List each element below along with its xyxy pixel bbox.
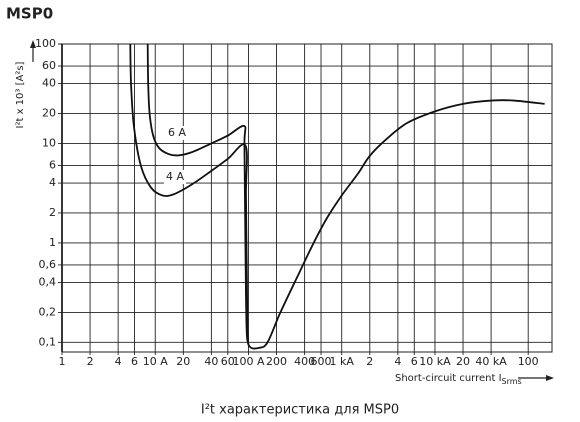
y-tick-label: 0,2 xyxy=(39,305,57,318)
x-tick-label: 2 xyxy=(87,355,94,368)
x-tick-label: 40 kA xyxy=(475,355,507,368)
x-tick-label: 40 xyxy=(204,355,218,368)
y-tick-label: 100 xyxy=(35,37,56,50)
x-tick-label: 200 xyxy=(266,355,287,368)
x-axis-label-main: Short-circuit current I xyxy=(395,373,502,384)
x-tick-label: 1 xyxy=(59,355,66,368)
x-tick-label: 100 xyxy=(518,355,539,368)
x-tick-label: 400 xyxy=(294,355,315,368)
curve-label: 4 A xyxy=(166,170,184,183)
y-tick-label: 1 xyxy=(49,236,56,249)
y-tick-label: 2 xyxy=(49,206,56,219)
y-axis-arrow-head xyxy=(30,40,36,48)
curve-label: 6 A xyxy=(168,126,186,139)
x-tick-label: 6 xyxy=(131,355,138,368)
curve-label-bg xyxy=(166,126,188,140)
x-tick-label: 6 xyxy=(411,355,418,368)
x-tick-label: 10 kA xyxy=(419,355,451,368)
x-tick-label: 20 xyxy=(176,355,190,368)
x-tick-label: 4 xyxy=(394,355,401,368)
curve xyxy=(129,43,545,350)
chart-caption: I²t характеристика для MSP0 xyxy=(201,403,399,418)
x-tick-label: 4 xyxy=(115,355,122,368)
plot-frame xyxy=(61,43,553,353)
curve xyxy=(146,43,250,345)
y-tick-label: 6 xyxy=(49,159,56,172)
x-tick-label: 600 xyxy=(311,355,332,368)
x-tick-label: 1 kA xyxy=(330,355,355,368)
y-axis-label: I²t x 10³ [A²s] xyxy=(15,61,26,128)
x-tick-label: 10 A xyxy=(143,355,168,368)
x-axis-label-sub: Srms xyxy=(502,377,522,386)
x-axis-label: Short-circuit current ISrms xyxy=(395,373,522,386)
x-tick-label: 2 xyxy=(366,355,373,368)
y-tick-label: 60 xyxy=(42,59,56,72)
y-tick-label: 0,6 xyxy=(39,258,57,271)
y-tick-label: 20 xyxy=(42,107,56,120)
y-tick-label: 0,4 xyxy=(39,275,57,288)
x-tick-label: 20 xyxy=(456,355,470,368)
x-axis-arrow-head xyxy=(546,375,554,381)
curve-label-bg xyxy=(164,170,186,184)
x-tick-label: 60 xyxy=(221,355,235,368)
y-tick-label: 4 xyxy=(49,176,56,189)
y-tick-label: 40 xyxy=(42,77,56,90)
y-tick-label: 10 xyxy=(42,136,56,149)
chart-title: MSP0 xyxy=(6,5,53,23)
y-tick-label: 0,1 xyxy=(39,335,57,348)
x-tick-label: 100 A xyxy=(232,355,264,368)
